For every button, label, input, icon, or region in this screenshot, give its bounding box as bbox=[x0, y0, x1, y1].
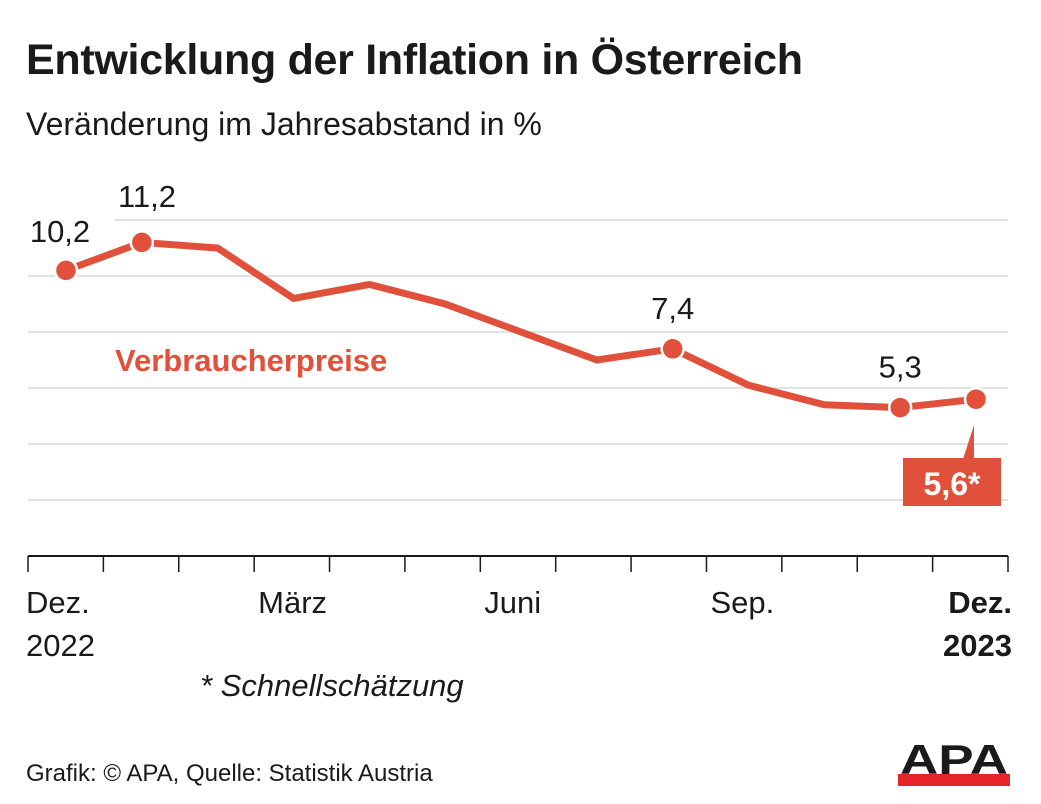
data-point-marker bbox=[129, 230, 155, 255]
gridlines bbox=[28, 219, 1008, 501]
logo-bar bbox=[898, 774, 1010, 786]
x-tick-label: Dez. bbox=[948, 585, 1012, 620]
x-tick-label-year: 2022 bbox=[26, 628, 95, 663]
series-label: Verbraucherpreise bbox=[115, 343, 387, 378]
callout-label: 5,6* bbox=[924, 466, 981, 502]
data-label: 7,4 bbox=[651, 291, 694, 326]
x-tick-label: März bbox=[258, 585, 327, 620]
x-axis: Dez. 2022 März Juni Sep. Dez. 2023 bbox=[26, 555, 1012, 663]
callout-box bbox=[903, 458, 1001, 506]
data-point-marker bbox=[53, 258, 79, 283]
line-chart: Dez. 2022 März Juni Sep. Dez. 2023 10,2 11,2 7,4… bbox=[26, 179, 1012, 663]
x-tick-label: Juni bbox=[484, 585, 541, 620]
chart-title: Entwicklung der Inflation in Österreich bbox=[26, 36, 803, 84]
source-credit: Grafik: © APA, Quelle: Statistik Austria bbox=[26, 760, 433, 787]
series-verbraucherpreise bbox=[53, 230, 989, 420]
data-label: 11,2 bbox=[118, 179, 176, 214]
data-point-marker bbox=[963, 386, 989, 412]
x-tick-label-year: 2023 bbox=[943, 628, 1012, 663]
data-point-marker bbox=[660, 336, 685, 362]
chart-subtitle: Veränderung im Jahresabstand in % bbox=[26, 106, 542, 142]
data-label: 5,3 bbox=[879, 350, 922, 385]
data-labels: 10,2 11,2 7,4 5,3 5,6* bbox=[30, 179, 1001, 506]
data-point-marker bbox=[887, 395, 913, 420]
callout-pointer bbox=[962, 425, 974, 462]
logo-text: APA bbox=[900, 740, 1008, 783]
footnote: * Schnellschätzung bbox=[200, 668, 464, 703]
data-label: 10,2 bbox=[30, 214, 90, 249]
apa-logo: APA bbox=[898, 740, 1010, 786]
x-tick-label: Dez. bbox=[26, 585, 90, 620]
x-tick-label: Sep. bbox=[710, 585, 774, 620]
series-line bbox=[64, 238, 977, 412]
